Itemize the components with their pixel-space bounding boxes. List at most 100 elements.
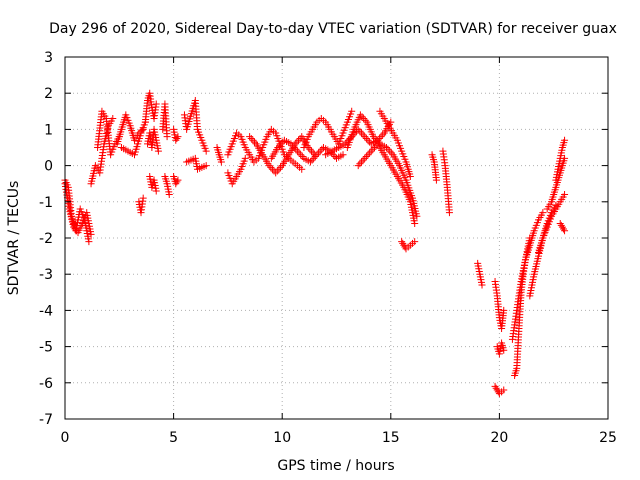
x-tick-label: 15 bbox=[382, 430, 400, 446]
axis-ticks: 0 5 10 15 20 25 -7 -6 -5 -4 -3 -2 -1 0 1 2 3 bbox=[39, 50, 617, 446]
data-point bbox=[163, 133, 171, 141]
y-axis-label: SDTVAR / TECUs bbox=[6, 181, 22, 296]
data-point bbox=[202, 147, 210, 155]
data-point bbox=[306, 145, 314, 153]
data-point bbox=[154, 147, 162, 155]
data-point bbox=[491, 382, 499, 390]
data-point bbox=[561, 227, 569, 235]
data-point bbox=[294, 136, 302, 144]
data-point bbox=[277, 163, 285, 171]
data-point bbox=[316, 147, 324, 155]
data-point bbox=[173, 134, 181, 142]
x-tick-label: 10 bbox=[273, 430, 291, 446]
data-point bbox=[500, 306, 508, 314]
data-point bbox=[306, 158, 314, 166]
data-point bbox=[369, 145, 377, 153]
data-point bbox=[557, 221, 565, 229]
data-point bbox=[139, 194, 147, 202]
data-point bbox=[382, 144, 390, 151]
data-point bbox=[356, 127, 364, 135]
data-point bbox=[293, 147, 301, 155]
data-point bbox=[387, 118, 395, 126]
data-point bbox=[357, 129, 365, 137]
data-point bbox=[173, 178, 181, 186]
data-point bbox=[369, 133, 377, 141]
data-point bbox=[400, 241, 408, 249]
data-point bbox=[360, 115, 368, 123]
data-point bbox=[315, 149, 323, 157]
data-point bbox=[249, 136, 257, 144]
y-tick-label: -4 bbox=[39, 303, 53, 319]
data-point bbox=[492, 384, 500, 392]
x-tick-label: 25 bbox=[599, 430, 617, 446]
data-point bbox=[559, 225, 567, 233]
data-point bbox=[386, 147, 394, 155]
data-point bbox=[268, 165, 276, 173]
data-point bbox=[377, 133, 385, 141]
data-point bbox=[174, 133, 182, 141]
data-point bbox=[432, 176, 440, 184]
data-point bbox=[478, 281, 486, 289]
x-axis-label: GPS time / hours bbox=[277, 458, 394, 474]
data-point bbox=[217, 158, 225, 166]
data-point bbox=[362, 134, 370, 142]
data-point bbox=[293, 138, 301, 146]
data-point bbox=[445, 209, 453, 217]
data-point bbox=[364, 136, 372, 144]
data-point bbox=[165, 191, 173, 199]
y-tick-label: -5 bbox=[39, 340, 53, 356]
y-tick-label: -1 bbox=[39, 195, 53, 211]
data-point bbox=[279, 138, 287, 146]
data-point bbox=[272, 169, 280, 177]
data-point bbox=[308, 147, 316, 155]
data-point bbox=[399, 239, 407, 247]
data-point bbox=[152, 100, 160, 108]
chart-title: Day 296 of 2020, Sidereal Day-to-day VTE… bbox=[49, 21, 617, 37]
data-point bbox=[361, 116, 369, 124]
data-point bbox=[561, 136, 569, 144]
data-point bbox=[331, 153, 339, 161]
y-tick-label: 1 bbox=[44, 122, 53, 138]
data-point bbox=[364, 151, 372, 159]
data-points bbox=[61, 89, 569, 398]
data-point bbox=[361, 154, 369, 162]
data-point bbox=[275, 142, 283, 150]
data-point bbox=[371, 134, 379, 142]
y-tick-label: 3 bbox=[44, 50, 53, 66]
data-point bbox=[379, 131, 387, 139]
data-point bbox=[172, 136, 180, 144]
data-point bbox=[290, 144, 298, 151]
data-point bbox=[411, 238, 419, 246]
data-point bbox=[406, 172, 414, 180]
data-point bbox=[277, 140, 285, 148]
data-point bbox=[172, 180, 180, 188]
data-point bbox=[247, 134, 255, 142]
data-point bbox=[265, 162, 273, 170]
data-point bbox=[298, 153, 306, 161]
data-point bbox=[310, 154, 318, 162]
data-point bbox=[87, 230, 95, 238]
y-tick-label: -7 bbox=[39, 412, 53, 428]
data-point bbox=[241, 154, 249, 162]
data-point bbox=[500, 346, 508, 354]
data-point bbox=[361, 133, 369, 141]
data-point bbox=[373, 136, 381, 144]
data-point bbox=[339, 151, 347, 159]
data-point bbox=[85, 238, 93, 246]
data-point bbox=[359, 156, 367, 164]
data-point bbox=[174, 176, 182, 184]
data-point bbox=[308, 156, 316, 164]
x-tick-label: 20 bbox=[490, 430, 508, 446]
data-point bbox=[413, 212, 421, 220]
data-point bbox=[367, 147, 375, 155]
data-point bbox=[295, 149, 303, 157]
data-point bbox=[313, 151, 321, 159]
data-point bbox=[539, 209, 547, 217]
data-point bbox=[359, 131, 367, 139]
data-point bbox=[109, 115, 117, 123]
data-point bbox=[354, 162, 362, 170]
data-point bbox=[366, 149, 374, 157]
data-point bbox=[556, 220, 564, 228]
data-point bbox=[267, 163, 275, 171]
